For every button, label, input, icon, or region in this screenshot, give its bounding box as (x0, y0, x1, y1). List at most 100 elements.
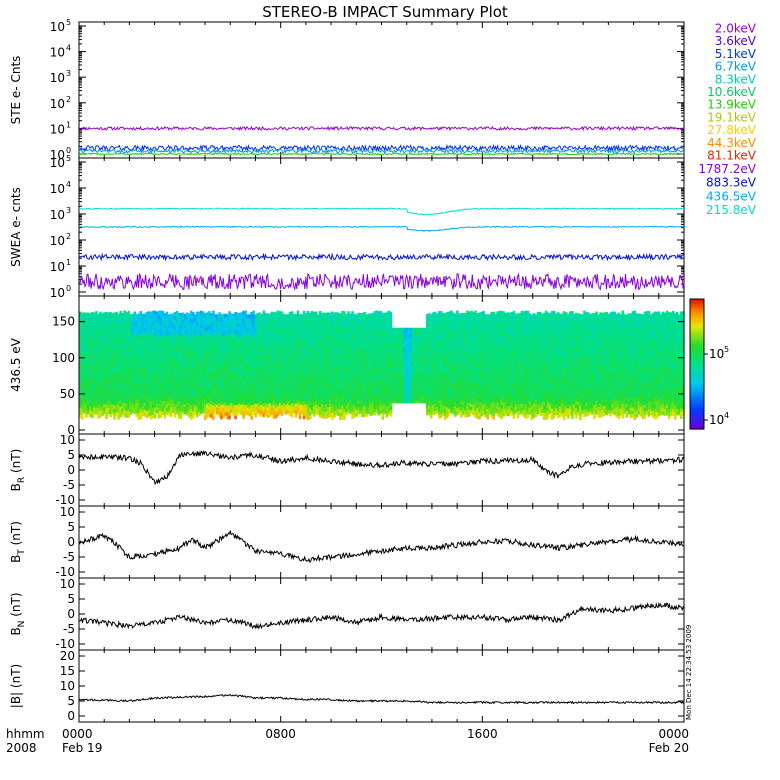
heatmap-cell (143, 340, 147, 345)
heatmap-cell (153, 360, 157, 365)
heatmap-cell (195, 332, 199, 337)
heatmap-cell (234, 322, 237, 327)
heatmap-cell (204, 344, 207, 350)
heatmap-cell (379, 406, 383, 411)
heatmap-cell (290, 314, 294, 319)
heatmap-cell (220, 390, 223, 395)
heatmap-cell (137, 320, 141, 325)
heatmap-cell (375, 324, 379, 329)
heatmap-cell (200, 389, 203, 394)
heatmap-cell (341, 390, 344, 395)
heatmap-cell (101, 347, 104, 352)
heatmap-cell (115, 329, 118, 334)
heatmap-cell (115, 394, 118, 399)
heatmap-cell (318, 321, 322, 326)
heatmap-cell (210, 313, 213, 318)
heatmap-cell (175, 372, 179, 377)
heatmap-cell (240, 329, 243, 334)
heatmap-cell (343, 336, 346, 341)
heatmap-cell (270, 387, 274, 392)
heatmap-cell (147, 384, 151, 389)
heatmap-cell (377, 314, 381, 319)
heatmap-cell (244, 348, 247, 353)
heatmap-cell (83, 342, 86, 347)
heatmap-cell (242, 403, 245, 409)
heatmap-cell (264, 378, 268, 383)
heatmap-cell (202, 355, 205, 360)
heatmap-cell (115, 360, 118, 365)
heatmap-cell (99, 325, 102, 330)
heatmap-cell (256, 352, 260, 357)
heatmap-cell (167, 384, 171, 389)
heatmap-cell (337, 360, 340, 365)
heatmap-cell (296, 406, 300, 411)
heatmap-cell (252, 376, 256, 381)
heatmap-cell (109, 325, 112, 330)
heatmap-cell (79, 332, 82, 337)
heatmap-cell (272, 400, 276, 405)
heatmap-cell (244, 355, 247, 360)
heatmap-cell (351, 371, 354, 377)
heatmap-cell (318, 339, 322, 344)
heatmap-cell (139, 318, 143, 323)
heatmap-cell (151, 342, 155, 348)
heatmap-cell (379, 317, 383, 322)
heatmap-cell (369, 388, 373, 393)
heatmap-cell (93, 363, 96, 368)
heatmap-cell (123, 370, 126, 375)
heatmap-cell (91, 382, 94, 387)
heatmap-cell (391, 385, 395, 389)
heatmap-cell (153, 339, 157, 344)
heatmap-cell (242, 325, 245, 330)
heatmap-cell (216, 370, 219, 375)
heatmap-cell (202, 341, 205, 346)
heatmap-cell (191, 414, 195, 419)
heatmap-cell (256, 356, 260, 361)
heatmap-cell (383, 352, 387, 357)
heatmap-cell (254, 382, 258, 387)
heatmap-cell (173, 381, 177, 387)
heatmap-cell (91, 385, 94, 391)
heatmap-cell (377, 328, 381, 333)
heatmap-cell (327, 403, 330, 408)
heatmap-cell (183, 317, 187, 322)
heatmap-cell (151, 357, 155, 362)
heatmap-cell (163, 400, 167, 405)
heatmap-cell (210, 327, 213, 332)
heatmap-cell (268, 344, 272, 349)
heatmap-cell (181, 315, 185, 320)
heatmap-cell (353, 317, 356, 322)
heatmap-cell (187, 382, 191, 387)
heatmap-cell (101, 333, 104, 338)
heatmap-cell (292, 409, 296, 414)
heatmap-cell (327, 413, 330, 418)
heatmap-cell (107, 326, 110, 331)
heatmap-cell (329, 361, 332, 366)
heatmap-cell (161, 348, 165, 353)
heatmap-cell (238, 379, 241, 384)
heatmap-cell (361, 333, 364, 338)
heatmap-cell (377, 390, 381, 395)
heatmap-cell (292, 356, 296, 361)
heatmap-cell (314, 362, 318, 367)
heatmap-cell (351, 314, 354, 319)
heatmap-cell (246, 337, 249, 342)
heatmap-cell (262, 374, 266, 379)
heatmap-cell (175, 396, 179, 401)
heatmap-cell (147, 370, 151, 375)
heatmap-cell (230, 352, 233, 357)
heatmap-cell (197, 401, 201, 406)
heatmap-cell (327, 396, 330, 401)
heatmap-cell (214, 323, 217, 328)
heatmap-cell (202, 338, 205, 343)
heatmap-cell (323, 347, 326, 352)
heatmap-cell (302, 400, 306, 405)
heatmap-cell (208, 398, 211, 403)
heatmap-cell (256, 373, 260, 378)
heatmap-cell (246, 330, 249, 335)
heatmap-cell (149, 365, 153, 370)
heatmap-cell (256, 403, 260, 408)
heatmap-cell (204, 415, 207, 420)
heatmap-cell (381, 380, 385, 385)
heatmap-cell (294, 409, 298, 415)
